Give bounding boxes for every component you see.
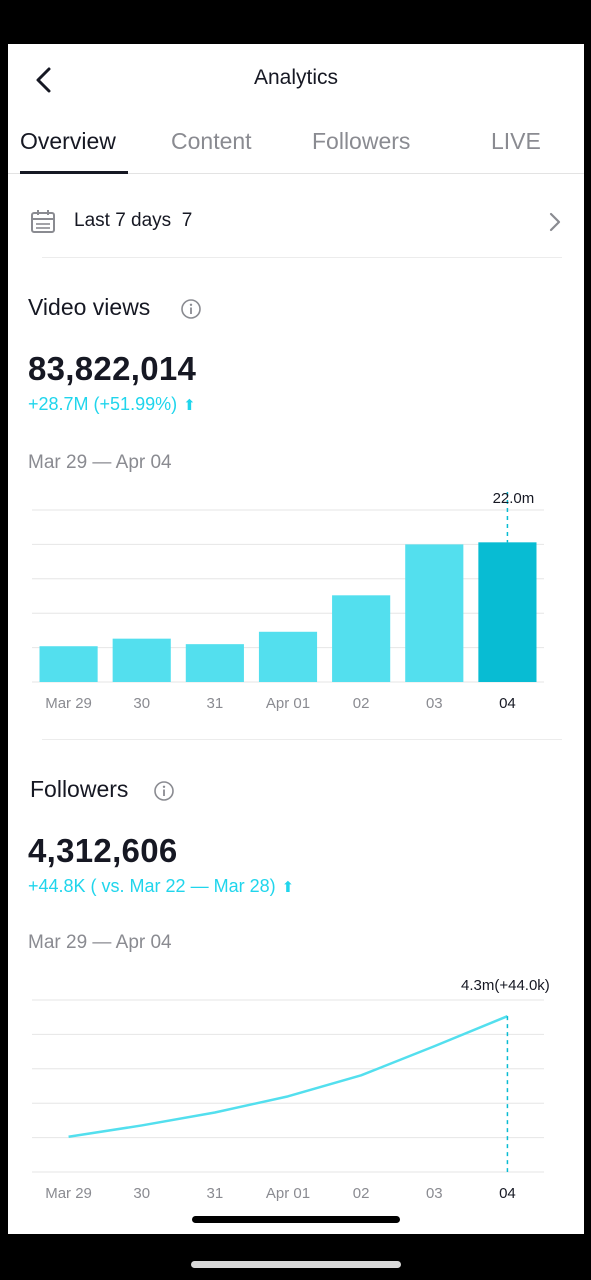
date-range-label: Last 7 days 7 [74, 210, 193, 231]
tab-bar: Overview Content Followers LIVE [8, 122, 584, 174]
x-tick-label: 03 [426, 1185, 443, 1202]
followers-delta: +44.8K ( vs. Mar 22 — Mar 28) ⬆ [28, 876, 294, 897]
x-tick-label: Mar 29 [45, 695, 92, 712]
followers-delta-text: +44.8K ( vs. Mar 22 — Mar 28) [28, 876, 276, 896]
x-tick-label: 31 [207, 1185, 224, 1202]
tab-overview[interactable]: Overview [20, 128, 116, 154]
arrow-up-icon: ⬆ [281, 879, 295, 896]
active-tab-indicator [20, 171, 128, 174]
x-tick-label: Mar 29 [45, 1185, 92, 1202]
system-home-indicator [191, 1261, 401, 1268]
info-icon[interactable] [153, 780, 175, 802]
followers-line [68, 1015, 508, 1138]
x-tick-label: 04 [499, 1185, 516, 1202]
bar [258, 631, 318, 682]
video-views-title: Video views [28, 294, 151, 320]
followers-total: 4,312,606 [28, 832, 178, 869]
highlight-value-label: 22.0m [493, 490, 535, 507]
bar [112, 638, 171, 682]
video-views-delta-text: +28.7M (+51.99%) [28, 394, 178, 414]
bar [478, 542, 537, 682]
info-icon[interactable] [180, 298, 202, 320]
date-range-selector[interactable]: Last 7 days 7 [8, 194, 584, 258]
bar [332, 595, 391, 682]
highlight-value-label: 4.3m(+44.0k) [461, 977, 550, 994]
x-tick-label: 31 [207, 695, 224, 712]
video-views-bar-chart: 22.0m Mar 29 30 31 Apr 01 02 03 04 [32, 490, 544, 712]
tab-followers[interactable]: Followers [312, 128, 411, 154]
analytics-screen: Analytics Overview Content Followers LIV… [8, 44, 584, 1234]
tab-content[interactable]: Content [171, 128, 252, 154]
followers-line-chart: 4.3m(+44.0k) Mar 29 30 31 Apr 01 02 03 04 [32, 977, 550, 1202]
x-tick-label: 30 [133, 1185, 150, 1202]
video-views-delta: +28.7M (+51.99%) ⬆ [28, 394, 196, 415]
divider [42, 257, 562, 258]
x-tick-label: 04 [499, 695, 516, 712]
x-tick-label: 03 [426, 695, 443, 712]
bar [405, 544, 464, 682]
bar [185, 644, 244, 682]
followers-title: Followers [30, 776, 129, 802]
video-views-period: Mar 29 — Apr 04 [28, 452, 172, 473]
back-button[interactable] [28, 64, 60, 96]
x-tick-label: Apr 01 [266, 695, 310, 712]
x-tick-label: Apr 01 [266, 1185, 310, 1202]
chevron-right-icon [549, 212, 561, 232]
arrow-up-icon: ⬆ [183, 397, 196, 414]
x-tick-label: 02 [353, 1185, 370, 1202]
tab-live[interactable]: LIVE [491, 128, 541, 154]
divider [42, 739, 562, 740]
video-views-total: 83,822,014 [28, 350, 197, 387]
calendar-icon [31, 210, 55, 233]
page-title: Analytics [253, 66, 339, 89]
followers-period: Mar 29 — Apr 04 [28, 932, 172, 953]
chevron-left-icon [36, 67, 51, 93]
x-tick-label: 02 [353, 695, 370, 712]
bar [39, 646, 98, 682]
home-indicator [192, 1216, 400, 1223]
x-tick-label: 30 [133, 695, 150, 712]
